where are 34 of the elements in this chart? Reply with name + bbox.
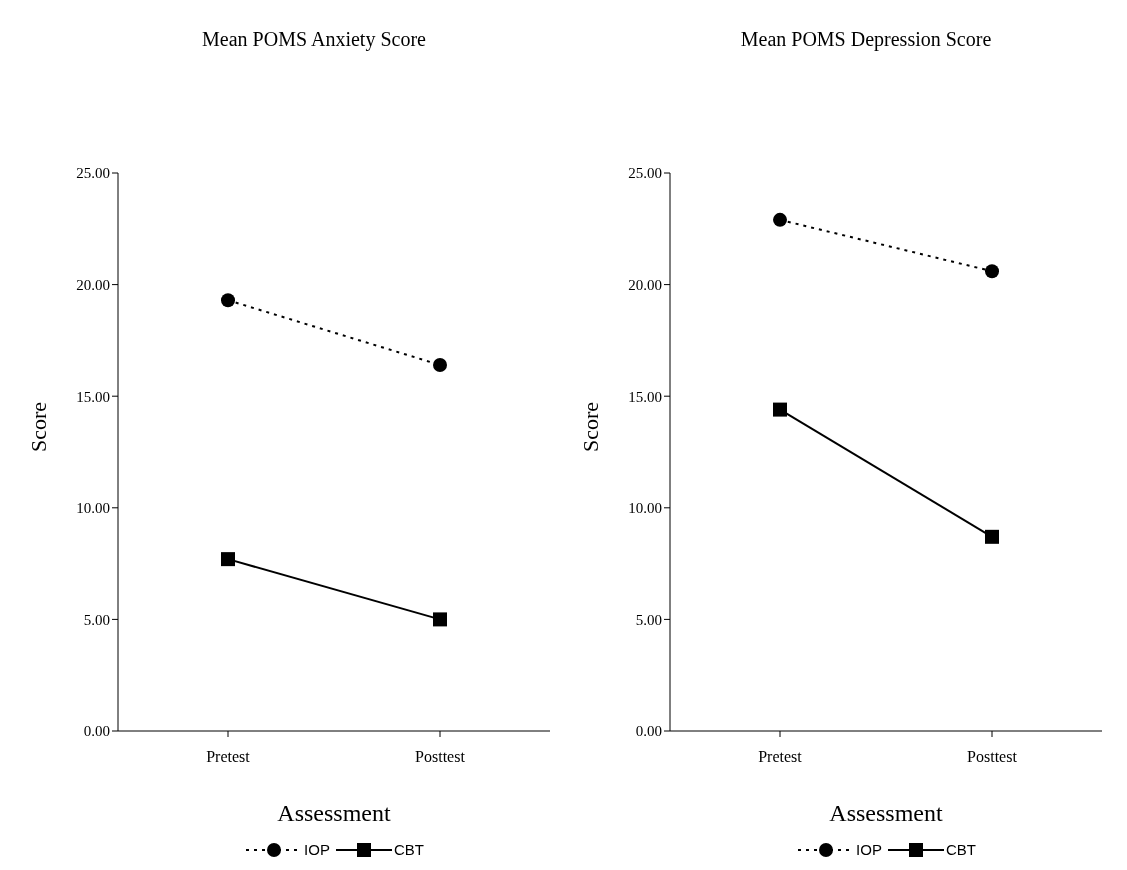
point: [433, 612, 447, 627]
chart-title: Mean POMS Depression Score: [739, 27, 993, 53]
x-axis-title: Assessment: [829, 800, 943, 826]
point: [221, 293, 235, 308]
y-tick-label: 10.00: [628, 500, 662, 517]
point: [433, 357, 447, 372]
y-axis-title: Score: [577, 401, 603, 452]
point: [985, 264, 999, 279]
y-tick-label: 15.00: [628, 388, 662, 405]
y-tick-label: 0.00: [635, 723, 662, 740]
y-tick-label: 20.00: [628, 276, 662, 293]
y-tick-label: 5.00: [83, 611, 110, 628]
chart-title: Mean POMS Anxiety Score: [201, 27, 427, 53]
y-tick-label: 5.00: [635, 611, 662, 628]
x-tick-label: Pretest: [206, 748, 251, 766]
x-tick-label: Pretest: [758, 748, 803, 766]
x-axis-title: Assessment: [277, 800, 391, 826]
legend-label: CBT: [393, 841, 424, 858]
legend-label: IOP: [856, 841, 882, 858]
y-tick-label: 10.00: [76, 500, 110, 517]
y-tick-label: 25.00: [628, 165, 662, 182]
legend-label: CBT: [945, 841, 976, 858]
point: [985, 529, 999, 544]
y-axis-title: Score: [25, 401, 51, 452]
y-tick-label: 0.00: [83, 723, 110, 740]
x-tick-label: Posttest: [967, 748, 1018, 766]
x-tick-label: Posttest: [415, 748, 466, 766]
y-tick-label: 15.00: [76, 388, 110, 405]
point: [773, 212, 787, 227]
point: [221, 552, 235, 567]
point: [773, 402, 787, 417]
legend-label: IOP: [304, 841, 330, 858]
y-tick-label: 20.00: [76, 276, 110, 293]
y-tick-label: 25.00: [76, 165, 110, 182]
